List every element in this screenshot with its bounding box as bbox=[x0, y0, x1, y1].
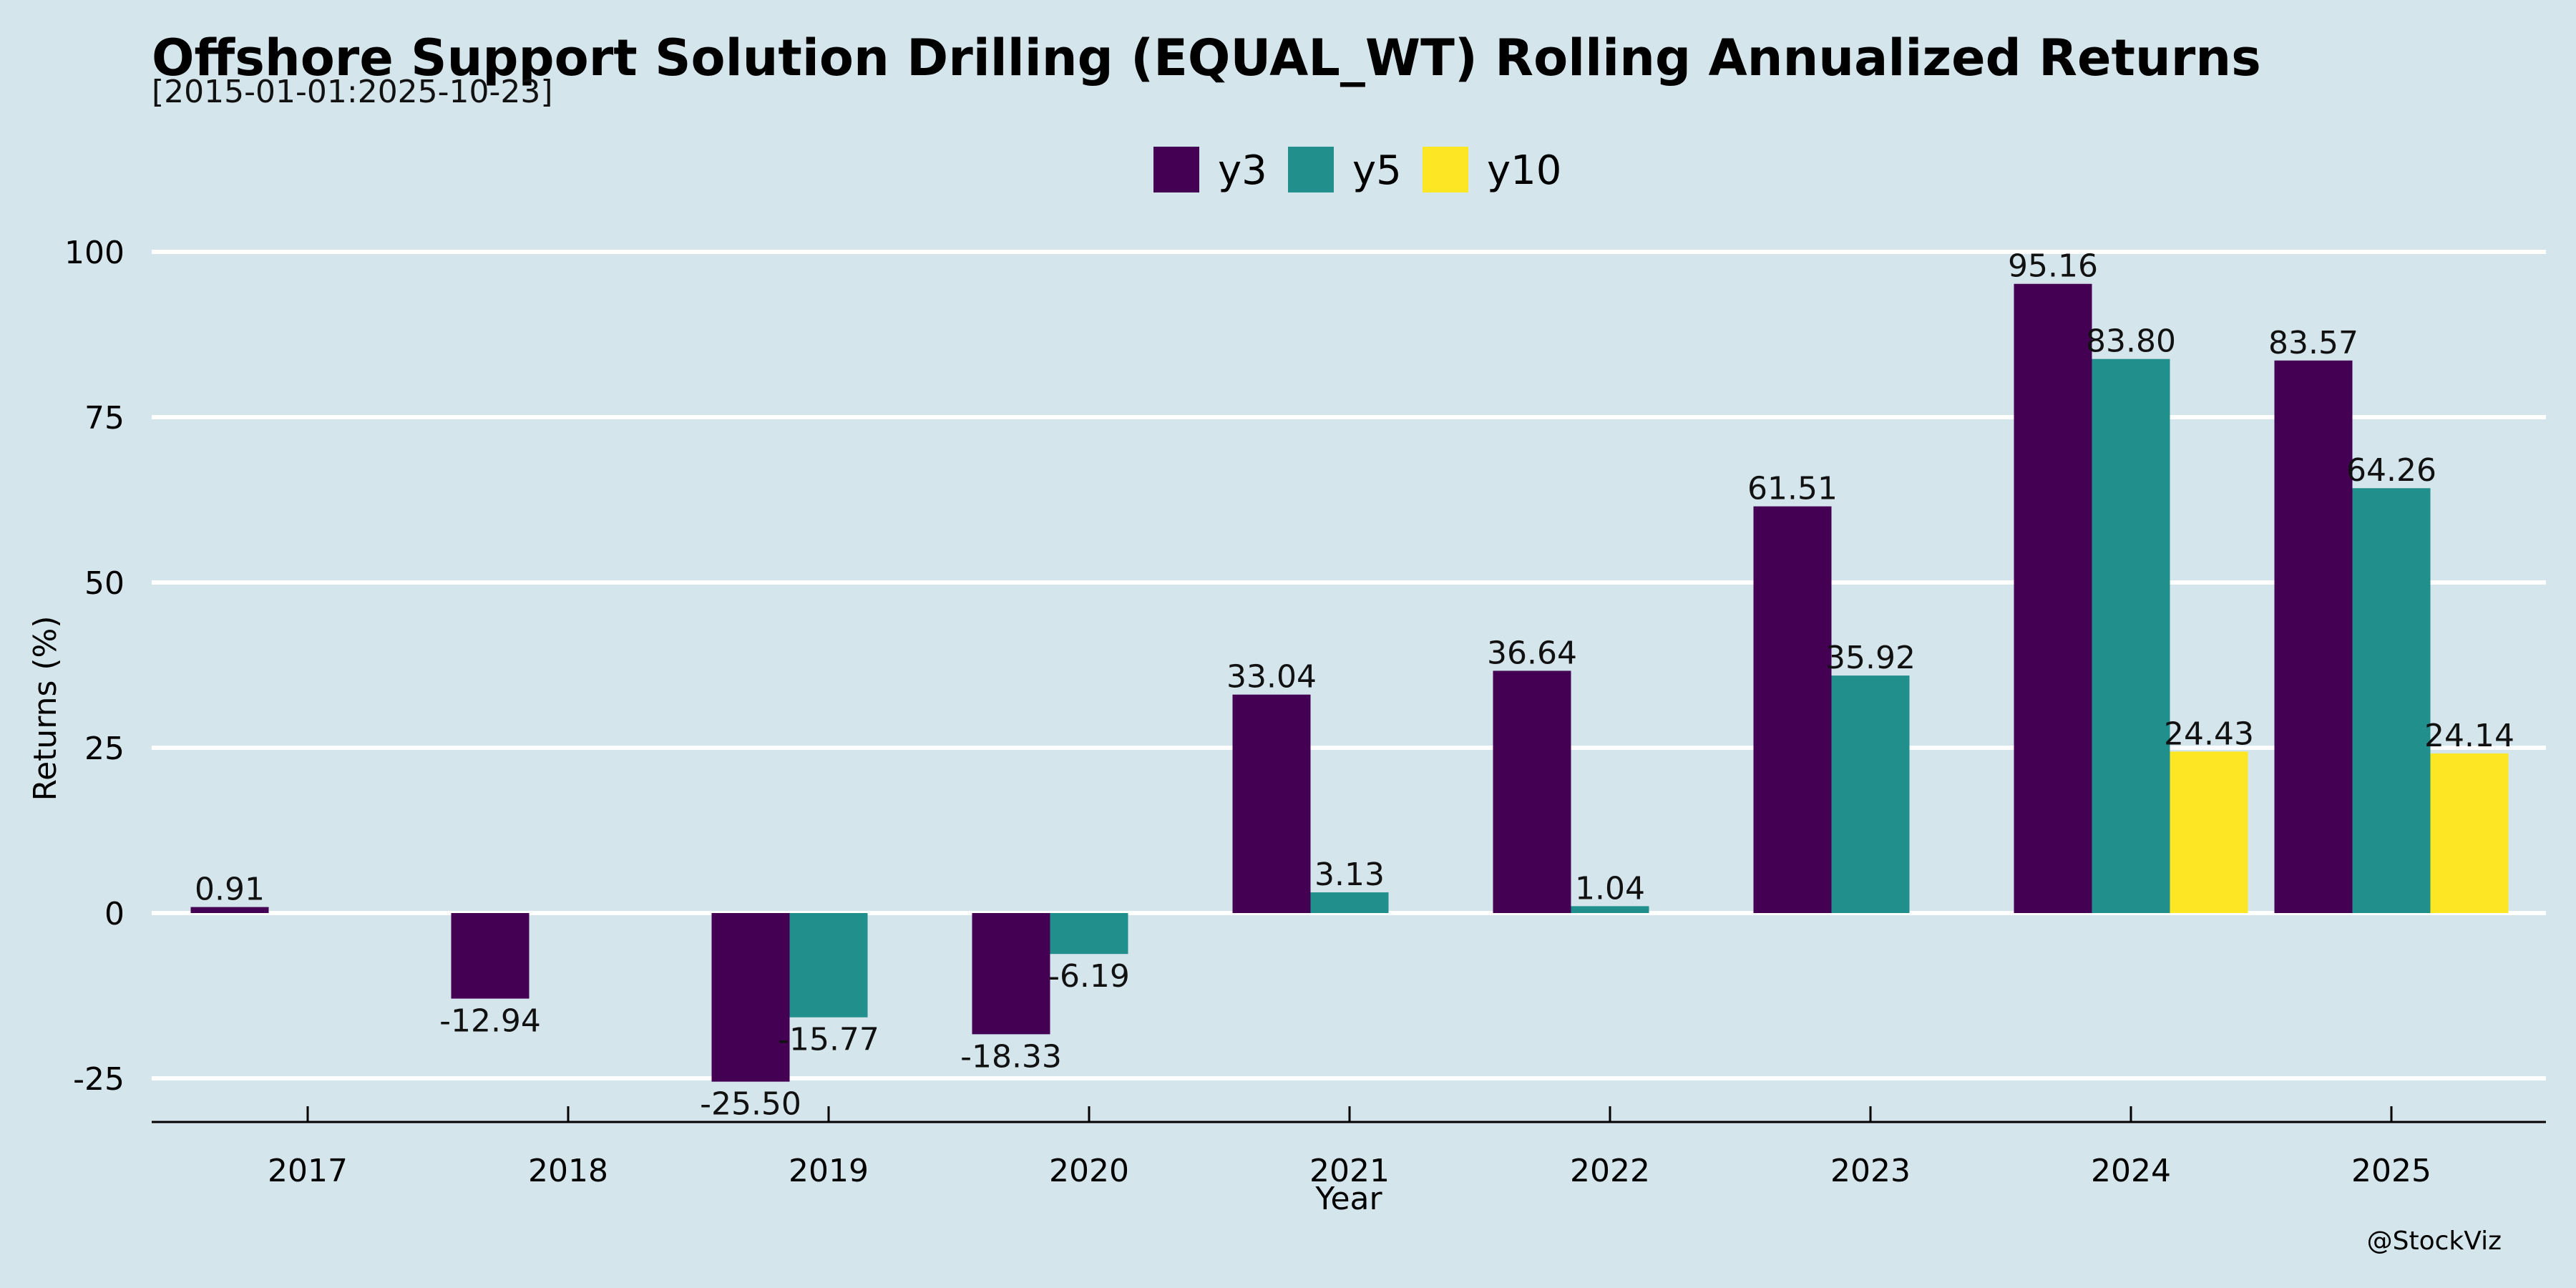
bar-y3 bbox=[451, 913, 530, 999]
value-label: -15.77 bbox=[778, 1022, 879, 1058]
value-label: 36.64 bbox=[1487, 635, 1577, 671]
bar-y3 bbox=[1493, 670, 1571, 913]
value-label: -6.19 bbox=[1048, 958, 1130, 995]
y-tick-label: -25 bbox=[73, 1061, 125, 1098]
value-label: 24.14 bbox=[2424, 718, 2514, 754]
value-label: 33.04 bbox=[1226, 659, 1317, 696]
x-tick-label: 2020 bbox=[1049, 1153, 1129, 1189]
value-label: 35.92 bbox=[1825, 640, 1916, 676]
value-label: 1.04 bbox=[1575, 870, 1645, 907]
legend-swatch-y5 bbox=[1288, 147, 1334, 192]
x-axis-label: Year bbox=[1314, 1181, 1382, 1217]
bar-y5 bbox=[1831, 675, 1910, 913]
gridlines bbox=[152, 250, 2546, 1080]
bar-y3 bbox=[1753, 506, 1832, 913]
chart-title: Offshore Support Solution Drilling (EQUA… bbox=[152, 29, 2261, 87]
value-label: -18.33 bbox=[960, 1038, 1062, 1075]
value-label: 95.16 bbox=[2008, 248, 2098, 285]
y-tick-label: 75 bbox=[84, 400, 125, 436]
legend-label-y5: y5 bbox=[1352, 147, 1402, 194]
legend: y3 y5 y10 bbox=[1153, 147, 1561, 194]
bar-y3 bbox=[972, 913, 1050, 1035]
bars bbox=[190, 283, 2509, 1082]
bar-y5 bbox=[1310, 892, 1389, 913]
x-tick-label: 2017 bbox=[268, 1153, 348, 1189]
legend-swatch-y10 bbox=[1423, 147, 1468, 192]
legend-label-y10: y10 bbox=[1487, 147, 1561, 194]
y-axis-label: Returns (%) bbox=[27, 615, 64, 801]
bar-y3 bbox=[2014, 283, 2092, 914]
bar-y3 bbox=[711, 913, 790, 1082]
y-tick-label: 25 bbox=[84, 731, 125, 767]
x-tick-label: 2023 bbox=[1830, 1153, 1911, 1189]
bar-y3 bbox=[1232, 694, 1311, 913]
y-tick-label: 50 bbox=[84, 565, 125, 602]
bar-y5 bbox=[1571, 906, 1649, 913]
value-label: 24.43 bbox=[2164, 716, 2254, 752]
bar-y5 bbox=[2352, 488, 2431, 913]
x-axis: 2017 2018 2019 2020 2021 2022 2023 2024 2025 bbox=[152, 1106, 2546, 1189]
y-axis-ticks: 100 75 50 25 0 -25 bbox=[64, 235, 125, 1098]
bar-y5 bbox=[1050, 913, 1128, 955]
value-label: 64.26 bbox=[2346, 452, 2436, 489]
credit-text: @StockViz bbox=[2367, 1226, 2502, 1256]
value-label: 0.91 bbox=[195, 872, 265, 908]
x-tick-label: 2019 bbox=[789, 1153, 869, 1189]
value-label: -25.50 bbox=[700, 1086, 801, 1123]
value-label: 83.57 bbox=[2268, 325, 2358, 361]
legend-swatch-y3 bbox=[1153, 147, 1199, 192]
bar-y3 bbox=[2274, 360, 2353, 913]
value-label: 83.80 bbox=[2086, 323, 2176, 360]
bar-y5 bbox=[2092, 358, 2170, 913]
bar-y3 bbox=[190, 907, 269, 913]
x-tick-label: 2018 bbox=[528, 1153, 608, 1189]
value-label: -12.94 bbox=[439, 1003, 541, 1040]
value-labels: 0.91 -12.94 -25.50 -18.33 33.04 36.64 61.51 95.… bbox=[195, 248, 2514, 1123]
bar-y5 bbox=[789, 913, 868, 1018]
x-tick-label: 2022 bbox=[1570, 1153, 1650, 1189]
y-tick-label: 0 bbox=[104, 896, 125, 932]
bar-y10 bbox=[2430, 753, 2509, 913]
x-tick-label: 2021 bbox=[1309, 1153, 1390, 1189]
x-tick-label: 2024 bbox=[2091, 1153, 2171, 1189]
bar-y10 bbox=[2170, 751, 2248, 913]
chart-subtitle: [2015-01-01:2025-10-23] bbox=[152, 74, 553, 110]
value-label: 61.51 bbox=[1747, 471, 1838, 507]
x-tick-label: 2025 bbox=[2351, 1153, 2431, 1189]
legend-label-y3: y3 bbox=[1218, 147, 1267, 194]
y-tick-label: 100 bbox=[64, 235, 125, 271]
value-label: 3.13 bbox=[1314, 857, 1385, 893]
